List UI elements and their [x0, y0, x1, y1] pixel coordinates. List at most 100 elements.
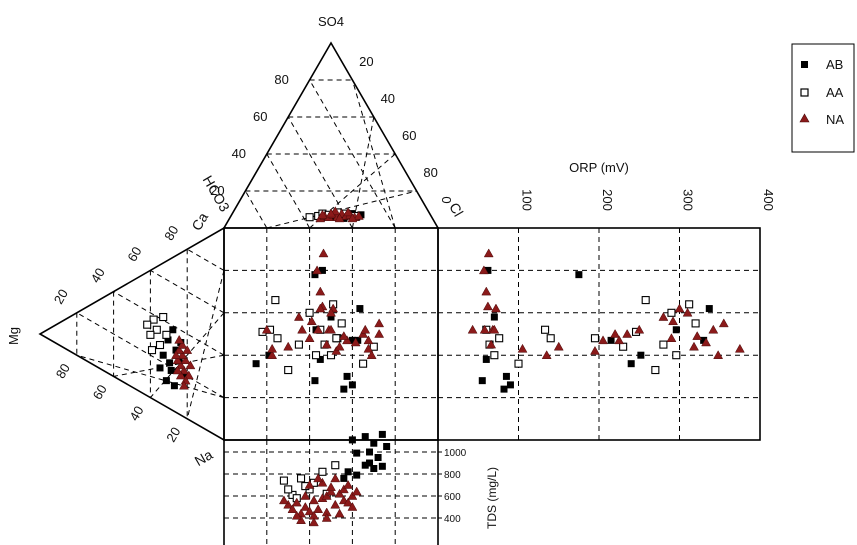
point-na — [610, 328, 621, 338]
point-na — [308, 495, 319, 505]
point-na — [553, 341, 564, 351]
point-na — [479, 324, 490, 334]
point-ab — [311, 271, 319, 279]
left-ternary-grid-line — [76, 354, 225, 399]
ca-axis-label: Ca — [188, 210, 211, 234]
point-na — [350, 337, 361, 347]
point-ab — [343, 372, 351, 380]
point-na — [312, 265, 323, 275]
point-ab — [356, 305, 364, 313]
point-na — [622, 328, 633, 338]
cl-tick-label: 40 — [381, 91, 395, 106]
point-aa — [359, 359, 368, 368]
point-ab — [327, 313, 335, 321]
point-aa — [147, 346, 157, 355]
left-ternary-grid-line — [150, 312, 225, 398]
point-na — [175, 360, 186, 370]
hco3-tick-label: 80 — [274, 72, 288, 87]
point-na — [317, 209, 328, 219]
point-ab — [340, 474, 348, 482]
point-na — [666, 333, 677, 342]
point-na — [343, 207, 354, 217]
point-na — [304, 333, 315, 342]
point-na — [321, 512, 332, 522]
point-ab — [700, 336, 708, 344]
point-na — [321, 339, 332, 349]
point-aa — [590, 334, 600, 343]
point-ab — [378, 462, 386, 470]
point-na — [174, 334, 185, 344]
point-ab — [169, 326, 177, 334]
point-aa — [641, 296, 650, 305]
hco3-tick-label: 40 — [232, 146, 246, 161]
point-na — [261, 324, 272, 334]
point-na — [174, 345, 185, 354]
point-na — [315, 303, 326, 313]
point-ab — [166, 359, 174, 367]
point-na — [172, 355, 183, 365]
point-aa — [305, 308, 314, 317]
point-na — [291, 510, 302, 520]
point-aa — [296, 474, 306, 483]
point-na — [180, 355, 191, 365]
point-aa — [294, 340, 303, 349]
point-na — [682, 307, 693, 317]
point-na — [634, 324, 645, 334]
point-na — [541, 350, 552, 359]
point-na — [334, 341, 345, 351]
point-aa — [311, 351, 321, 360]
point-ab — [500, 385, 508, 393]
point-ab — [159, 351, 167, 359]
point-aa — [284, 365, 293, 375]
point-na — [326, 307, 336, 317]
point-aa — [152, 325, 161, 334]
point-ab — [482, 355, 490, 363]
point-aa — [332, 334, 341, 343]
point-na — [366, 350, 377, 359]
point-na — [267, 350, 278, 359]
point-na — [315, 286, 326, 296]
point-na — [330, 473, 341, 483]
point-ab — [340, 385, 348, 393]
point-na — [338, 484, 349, 494]
point-na — [183, 370, 194, 380]
tds-tick-label: 1000 — [444, 448, 467, 459]
point-na — [326, 482, 336, 491]
point-aa — [619, 342, 628, 351]
point-ab — [180, 372, 188, 380]
point-ab — [672, 326, 680, 334]
point-na — [296, 515, 306, 524]
point-ab — [162, 377, 170, 385]
point-ab — [252, 360, 260, 368]
point-ab — [383, 443, 391, 450]
tds-axis-label: TDS (mg/L) — [485, 467, 499, 529]
point-na — [300, 501, 311, 511]
point-ab — [370, 439, 378, 447]
point-na — [734, 343, 745, 353]
point-na — [326, 208, 336, 218]
point-ab — [348, 336, 356, 344]
point-aa — [279, 476, 288, 485]
na-tick-label: 40 — [126, 403, 146, 423]
point-na — [334, 488, 345, 498]
point-ab — [265, 351, 273, 359]
point-na — [658, 312, 669, 321]
point-ab — [361, 433, 369, 441]
point-ab — [348, 381, 356, 389]
point-aa — [495, 334, 504, 343]
left-ternary-grid-line — [76, 312, 225, 399]
point-ab — [607, 336, 615, 344]
mg-apex-label: Mg — [6, 327, 21, 345]
ca-tick-label: 80 — [161, 223, 181, 243]
point-ab — [353, 449, 361, 457]
point-ab — [484, 266, 492, 274]
point-na — [708, 324, 719, 334]
cl-tick-label: 80 — [423, 165, 437, 180]
point-aa — [149, 315, 158, 324]
point-aa — [369, 342, 378, 351]
top-ternary-grid-line — [244, 190, 268, 229]
grid-lines — [76, 79, 760, 545]
point-na — [338, 331, 349, 340]
point-ab — [370, 465, 378, 472]
point-na — [674, 303, 685, 313]
